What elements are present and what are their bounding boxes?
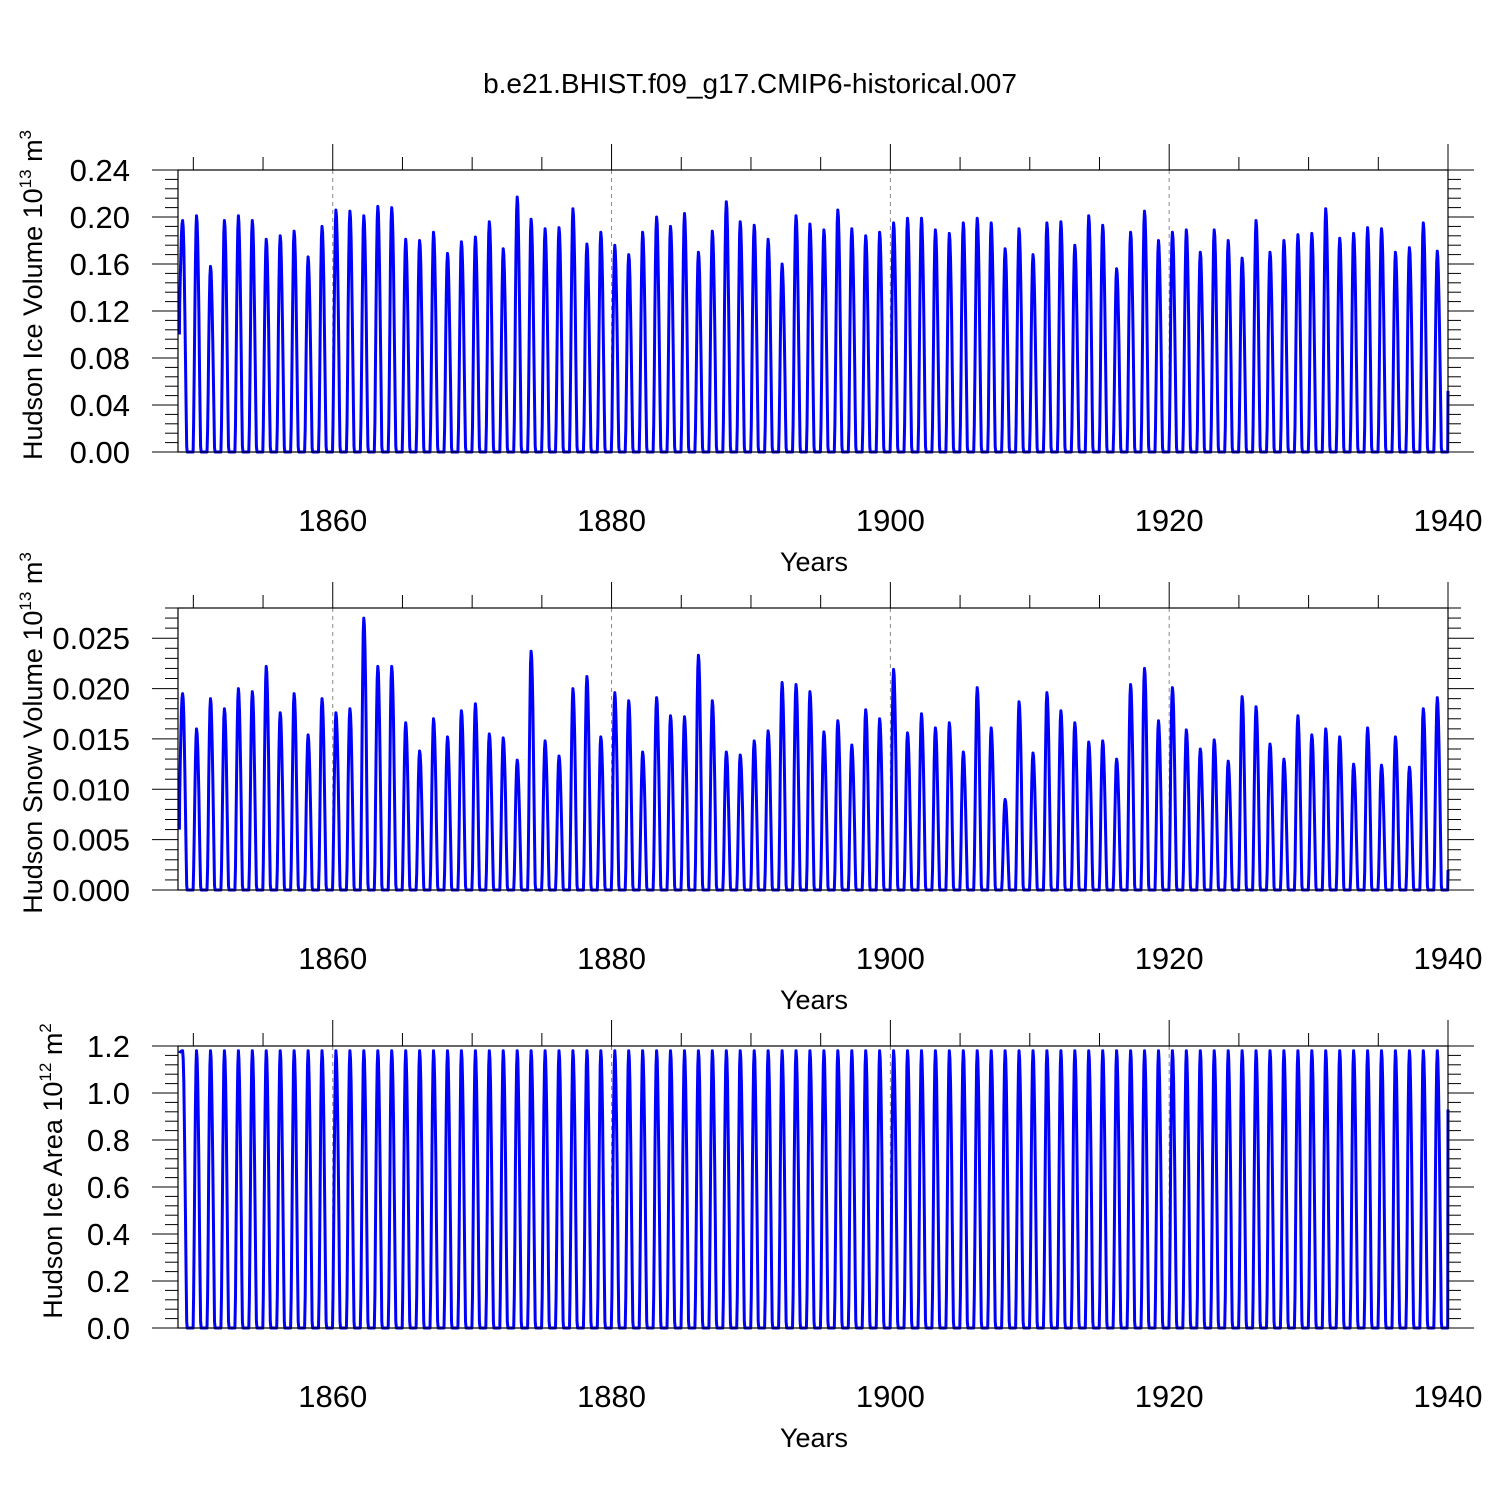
x-tick-label: 1900 [856,941,925,976]
x-tick-label: 1880 [577,941,646,976]
y-tick-label: 0.010 [52,772,130,807]
y-tick-label: 0.12 [70,294,130,329]
y-tick-label: 0.4 [87,1217,130,1252]
x-tick-label: 1920 [1135,941,1204,976]
x-tick-label: 1880 [577,503,646,538]
x-tick-label: 1900 [856,1379,925,1414]
x-tick-label: 1920 [1135,1379,1204,1414]
y-tick-label: 0.0 [87,1311,130,1346]
x-tick-label: 1940 [1414,1379,1483,1414]
x-tick-label: 1900 [856,503,925,538]
y-tick-label: 0.025 [52,621,130,656]
y-tick-label: 0.20 [70,200,130,235]
x-axis-label: Years [780,985,848,1015]
x-tick-label: 1860 [298,941,367,976]
y-tick-label: 1.2 [87,1029,130,1064]
x-tick-label: 1860 [298,503,367,538]
y-tick-label: 0.005 [52,823,130,858]
y-tick-label: 0.2 [87,1264,130,1299]
y-tick-label: 0.08 [70,341,130,376]
series-line [177,195,1450,454]
y-tick-label: 0.24 [70,153,130,188]
y-axis-label: Hudson Ice Area 1012 m2 [36,1023,68,1319]
panel-2: 0.000 0.005 0.010 0.015 0.020 0.025 1860 1880 19… [16,552,1482,1015]
x-tick-label: 1940 [1414,503,1483,538]
y-tick-label: 0.020 [52,672,130,707]
y-tick-label: 0.00 [70,435,130,470]
y-axis-label: Hudson Snow Volume 1013 m3 [16,552,48,914]
y-tick-label: 0.000 [52,873,130,908]
y-tick-label: 0.16 [70,247,130,282]
figure-title: b.e21.BHIST.f09_g17.CMIP6-historical.007 [483,68,1017,99]
y-tick-label: 1.0 [87,1076,130,1111]
panel-1: 0.00 0.04 0.08 0.12 0.16 0.20 0.24 1860 1880 1900… [16,130,1482,577]
x-tick-label: 1880 [577,1379,646,1414]
x-tick-label: 1940 [1414,941,1483,976]
y-tick-label: 0.6 [87,1170,130,1205]
y-tick-label: 0.8 [87,1123,130,1158]
series-line [177,616,1450,892]
panel-3: 0.0 0.2 0.4 0.6 0.8 1.0 1.2 1860 1880 1900 1920 194… [36,1020,1482,1453]
x-axis-label: Years [780,1423,848,1453]
x-tick-label: 1860 [298,1379,367,1414]
x-tick-label: 1920 [1135,503,1204,538]
y-axis-label: Hudson Ice Volume 1013 m3 [16,130,48,460]
y-tick-label: 0.04 [70,388,130,423]
x-axis-label: Years [780,547,848,577]
series-line [178,1049,1450,1330]
y-tick-label: 0.015 [52,722,130,757]
